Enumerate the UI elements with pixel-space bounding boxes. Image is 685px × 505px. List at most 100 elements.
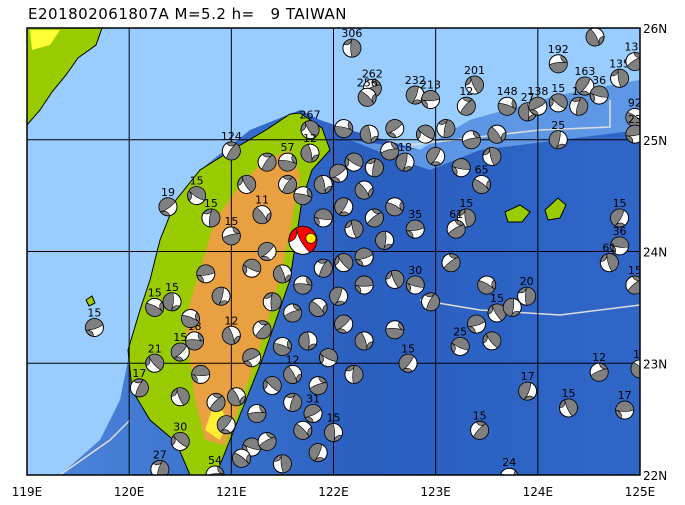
event-beachball[interactable] xyxy=(168,339,193,364)
event-beachball[interactable] xyxy=(249,202,274,227)
event-beachball[interactable] xyxy=(404,83,427,106)
event-beachball[interactable] xyxy=(485,301,510,326)
event-beachball[interactable] xyxy=(383,195,407,219)
event-beachball[interactable] xyxy=(413,122,438,147)
event-beachball[interactable] xyxy=(352,177,377,202)
event-beachball[interactable] xyxy=(567,95,589,117)
event-beachball[interactable] xyxy=(461,129,482,150)
main-event-beachball[interactable] xyxy=(284,221,322,259)
event-beachball[interactable] xyxy=(271,262,294,285)
event-beachball[interactable] xyxy=(162,292,182,312)
event-beachball[interactable] xyxy=(324,423,343,443)
event-beachball[interactable] xyxy=(435,118,456,139)
event-beachball[interactable] xyxy=(210,285,232,307)
event-beachball[interactable] xyxy=(203,390,228,415)
event-beachball[interactable] xyxy=(155,194,180,219)
event-beachball[interactable] xyxy=(205,465,225,485)
event-beachball[interactable] xyxy=(454,94,479,119)
event-beachball[interactable] xyxy=(214,412,239,437)
event-beachball[interactable] xyxy=(298,117,323,142)
event-beachball[interactable] xyxy=(394,151,416,173)
event-beachball[interactable] xyxy=(469,172,494,197)
event-beachball[interactable] xyxy=(298,331,318,351)
event-beachball[interactable] xyxy=(277,152,298,173)
event-beachball[interactable] xyxy=(343,218,365,240)
event-beachball[interactable] xyxy=(383,268,407,292)
event-beachball[interactable] xyxy=(354,85,379,110)
event-beachball[interactable] xyxy=(587,360,610,383)
event-beachball[interactable] xyxy=(247,404,267,424)
event-beachball[interactable] xyxy=(259,373,284,398)
event-beachball[interactable] xyxy=(526,94,550,118)
event-beachball[interactable] xyxy=(451,157,472,178)
event-beachball[interactable] xyxy=(185,331,205,351)
event-beachball[interactable] xyxy=(168,429,193,454)
event-beachball[interactable] xyxy=(201,208,222,229)
event-beachball[interactable] xyxy=(609,68,630,88)
event-beachball[interactable] xyxy=(598,252,620,274)
event-beachball[interactable] xyxy=(254,239,279,264)
event-beachball[interactable] xyxy=(220,225,242,247)
event-beachball[interactable] xyxy=(331,194,356,219)
event-beachball[interactable] xyxy=(301,402,325,426)
event-beachball[interactable] xyxy=(353,330,376,353)
event-beachball[interactable] xyxy=(546,90,571,115)
event-beachball[interactable] xyxy=(326,161,351,186)
event-beachball[interactable] xyxy=(224,385,248,409)
event-beachball[interactable] xyxy=(547,129,569,151)
event-beachball[interactable] xyxy=(292,185,313,206)
event-beachball[interactable] xyxy=(548,54,568,74)
event-beachball[interactable] xyxy=(249,317,274,342)
event-beachball[interactable] xyxy=(219,138,244,163)
event-beachball[interactable] xyxy=(281,391,304,414)
event-beachball[interactable] xyxy=(481,146,503,168)
event-beachball[interactable] xyxy=(262,292,282,312)
event-beachball[interactable] xyxy=(557,396,581,420)
event-beachball[interactable] xyxy=(465,313,487,335)
event-beachball[interactable] xyxy=(148,458,171,481)
event-beachball[interactable] xyxy=(382,116,407,141)
event-beachball[interactable] xyxy=(272,454,293,474)
event-beachball[interactable] xyxy=(421,90,441,110)
event-beachball[interactable] xyxy=(333,118,355,140)
event-beachball[interactable] xyxy=(313,174,334,195)
event-beachball[interactable] xyxy=(331,311,356,336)
event-beachball[interactable] xyxy=(311,256,335,280)
event-beachball[interactable] xyxy=(517,286,537,306)
event-beachball[interactable] xyxy=(313,208,333,228)
event-beachball[interactable] xyxy=(327,284,351,308)
event-beachball[interactable] xyxy=(191,364,211,384)
event-beachball[interactable] xyxy=(423,144,448,169)
event-beachball[interactable] xyxy=(444,217,469,242)
event-beachball[interactable] xyxy=(607,206,632,231)
event-beachball[interactable] xyxy=(341,150,366,175)
event-beachball[interactable] xyxy=(353,246,375,268)
event-beachball[interactable] xyxy=(516,379,539,402)
event-beachball[interactable] xyxy=(474,273,499,298)
event-beachball[interactable] xyxy=(240,346,264,370)
event-beachball[interactable] xyxy=(307,374,330,397)
event-beachball[interactable] xyxy=(610,236,630,256)
event-beachball[interactable] xyxy=(83,316,106,339)
event-beachball[interactable] xyxy=(375,230,395,250)
event-beachball[interactable] xyxy=(404,274,426,296)
event-beachball[interactable] xyxy=(169,385,192,408)
event-beachball[interactable] xyxy=(463,73,487,97)
event-beachball[interactable] xyxy=(342,38,362,58)
event-beachball[interactable] xyxy=(362,205,387,230)
event-beachball[interactable] xyxy=(306,441,330,465)
event-beachball[interactable] xyxy=(255,150,280,175)
event-beachball[interactable] xyxy=(275,172,300,197)
event-beachball[interactable] xyxy=(184,183,209,208)
event-beachball[interactable] xyxy=(280,362,304,386)
event-beachball[interactable] xyxy=(331,250,356,275)
event-beachball[interactable] xyxy=(479,328,504,353)
event-beachball[interactable] xyxy=(179,307,202,330)
event-beachball[interactable] xyxy=(418,290,442,314)
event-beachball[interactable] xyxy=(385,320,405,340)
event-beachball[interactable] xyxy=(127,376,151,400)
event-beachball[interactable] xyxy=(615,400,635,420)
event-beachball[interactable] xyxy=(229,446,254,471)
event-beachball[interactable] xyxy=(588,84,610,106)
event-beachball[interactable] xyxy=(220,324,243,347)
